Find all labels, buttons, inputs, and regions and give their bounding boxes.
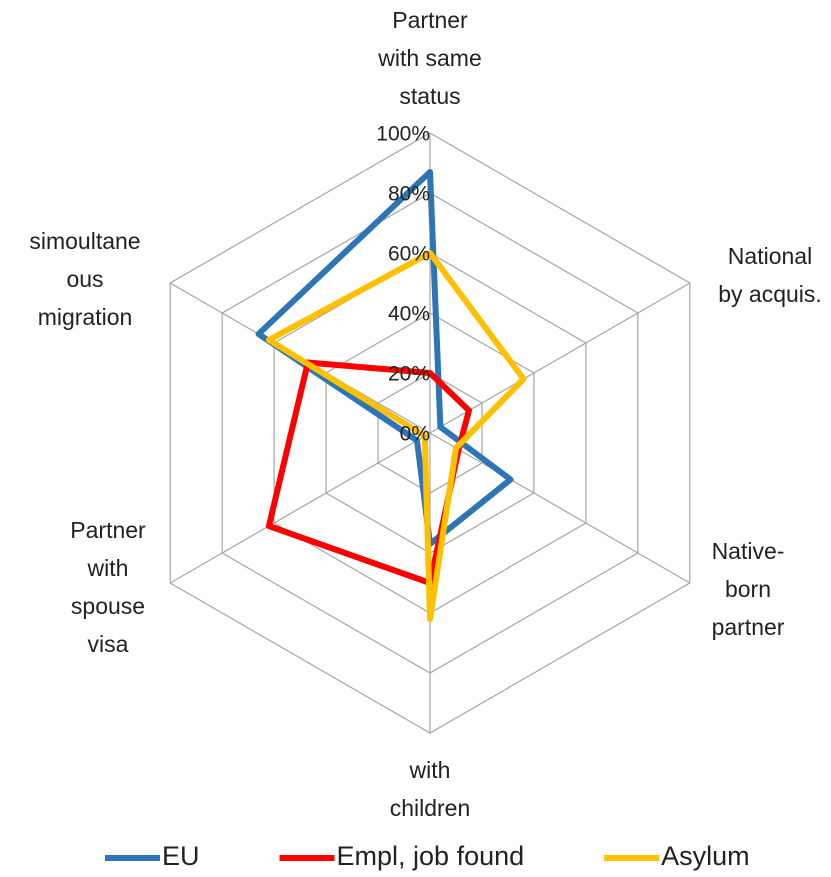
y-tick-label: 40% — [388, 303, 430, 326]
axis-label: born — [725, 576, 771, 602]
y-tick-label: 100% — [376, 123, 430, 146]
axis-label: visa — [88, 631, 129, 657]
axis-label: children — [390, 795, 471, 821]
axis-label: Partner — [70, 517, 146, 543]
axis-label: by acquis. — [718, 281, 822, 307]
axis-label: with same — [377, 45, 482, 71]
y-tick-label: 60% — [388, 243, 430, 266]
y-tick-label: 20% — [388, 363, 430, 386]
axis-label: with — [87, 555, 129, 581]
axis-label: with — [409, 757, 451, 783]
axis-label: National — [728, 243, 812, 269]
legend-label: EU — [162, 841, 200, 871]
spoke — [429, 282, 691, 434]
y-tick-label: 0% — [400, 423, 430, 446]
legend-label: Empl, job found — [337, 841, 525, 871]
spoke — [169, 432, 431, 584]
axis-label: simoultane — [29, 228, 140, 254]
axis-label: status — [399, 83, 460, 109]
y-tick-label: 80% — [388, 183, 430, 206]
axis-label: spouse — [71, 593, 145, 619]
spoke — [429, 432, 691, 584]
axis-label: migration — [38, 304, 133, 330]
axis-label: Partner — [392, 7, 468, 33]
axis-label: ous — [66, 266, 103, 292]
axis-label: Native- — [712, 538, 785, 564]
axis-label: partner — [712, 614, 785, 640]
series-line — [265, 250, 527, 622]
legend-label: Asylum — [661, 841, 750, 871]
